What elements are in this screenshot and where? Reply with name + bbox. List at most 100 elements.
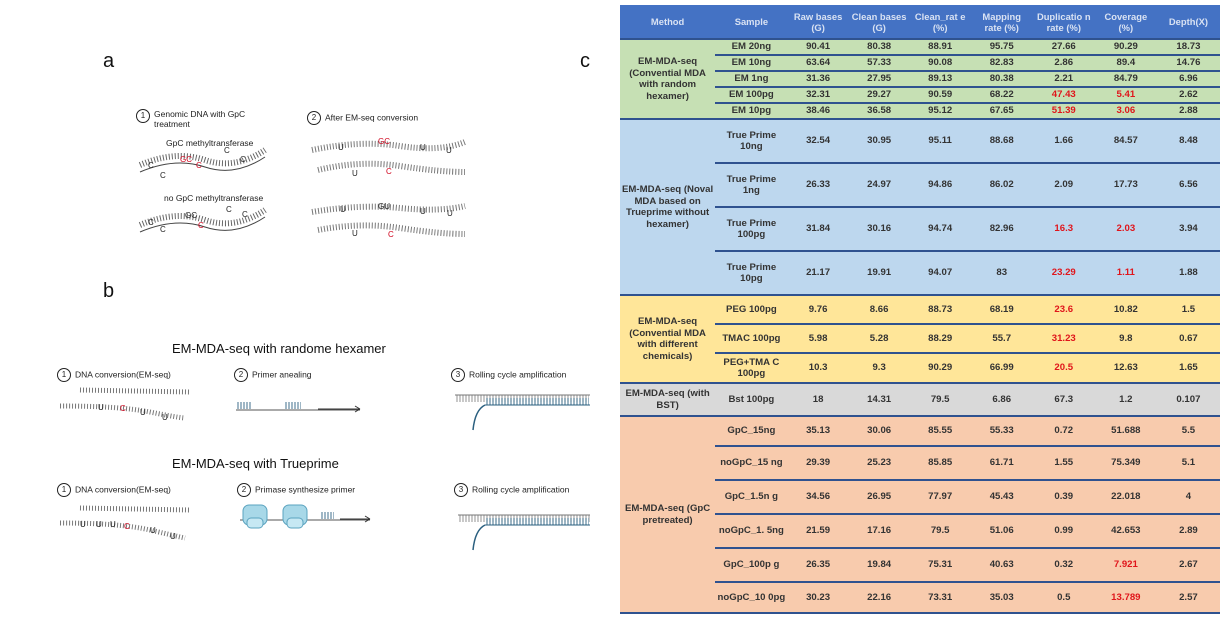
value-cell: 29.27 xyxy=(848,87,910,104)
value-cell: 3.94 xyxy=(1156,207,1220,252)
value-cell: 88.29 xyxy=(909,324,971,354)
dna-gpc-strand: C C GC C C C xyxy=(138,146,267,180)
dna-converted-nogpc: U GU U U U C xyxy=(311,202,466,239)
step-number: 1 xyxy=(57,483,71,497)
header-method: Method xyxy=(620,5,716,40)
sample-cell: True Prime 1ng xyxy=(715,163,788,208)
table-row: EM 10pg 38.46 36.58 95.12 67.65 51.39 3.06 2.88 xyxy=(620,103,1220,120)
table-row: noGpC_15 ng 29.39 25.23 85.85 61.71 1.55 75.34… xyxy=(620,446,1220,481)
panel-b-label: b xyxy=(103,280,115,302)
value-cell: 94.86 xyxy=(909,163,971,208)
svg-text:C: C xyxy=(120,404,126,413)
value-cell: 75.31 xyxy=(909,548,971,583)
value-cell: 21.17 xyxy=(787,251,849,296)
step-label: DNA conversion(EM-seq) xyxy=(75,369,171,380)
value-cell: 42.653 xyxy=(1094,514,1157,549)
value-cell: 82.83 xyxy=(970,55,1033,72)
b2-conversion-strand: U U U C U U xyxy=(59,505,191,541)
value-cell: 66.99 xyxy=(970,353,1033,384)
value-cell: 1.5 xyxy=(1156,295,1220,325)
value-cell: 0.32 xyxy=(1032,548,1095,583)
table-row: True Prime 10pg 21.17 19.91 94.07 83 23.29 1.1… xyxy=(620,251,1220,296)
step-number: 1 xyxy=(136,109,150,123)
value-cell: 6.96 xyxy=(1156,71,1220,88)
value-cell: 68.22 xyxy=(970,87,1033,104)
panel-a-step1-title: 1 Genomic DNA with GpC treatment xyxy=(136,109,249,129)
value-cell: 2.57 xyxy=(1156,582,1220,614)
panel-b1-step2: 2 Primer anealing xyxy=(234,368,312,382)
value-cell: 1.2 xyxy=(1094,383,1157,417)
value-cell: 27.95 xyxy=(848,71,910,88)
value-cell: 90.29 xyxy=(909,353,971,384)
table-row: EM 10ng 63.64 57.33 90.08 82.83 2.86 89.4 14.76 xyxy=(620,55,1220,72)
b1-rolling-circle xyxy=(455,394,590,431)
value-cell: 0.39 xyxy=(1032,480,1095,515)
value-cell: 31.84 xyxy=(787,207,849,252)
value-cell: 77.97 xyxy=(909,480,971,515)
panel-b1-step1: 1 DNA conversion(EM-seq) xyxy=(57,368,171,382)
value-cell: 95.11 xyxy=(909,119,971,164)
value-cell: 21.59 xyxy=(787,514,849,549)
dna-nogpc-strand: C C GC C C C xyxy=(138,205,267,234)
value-cell: 89.4 xyxy=(1094,55,1157,72)
value-cell: 86.02 xyxy=(970,163,1033,208)
value-cell: 27.66 xyxy=(1032,39,1095,56)
value-cell: 68.19 xyxy=(970,295,1033,325)
value-cell: 63.64 xyxy=(787,55,849,72)
svg-text:GC: GC xyxy=(180,155,192,164)
panel-a-label: a xyxy=(103,50,115,72)
sample-cell: PEG+TMA C 100pg xyxy=(715,353,788,384)
value-cell: 16.3 xyxy=(1032,207,1095,252)
svg-text:U: U xyxy=(420,143,426,152)
table-row: noGpC_1. 5ng 21.59 17.16 79.5 51.06 0.99 42.65… xyxy=(620,514,1220,549)
sample-cell: PEG 100pg xyxy=(715,295,788,325)
value-cell: 88.73 xyxy=(909,295,971,325)
value-cell: 30.95 xyxy=(848,119,910,164)
svg-text:U: U xyxy=(80,520,86,529)
sample-cell: GpC_15ng xyxy=(715,416,788,447)
value-cell: 73.31 xyxy=(909,582,971,614)
value-cell: 8.48 xyxy=(1156,119,1220,164)
step-number: 2 xyxy=(237,483,251,497)
svg-text:C: C xyxy=(240,155,246,164)
value-cell: 0.72 xyxy=(1032,416,1095,447)
value-cell: 88.68 xyxy=(970,119,1033,164)
svg-text:U: U xyxy=(170,532,176,541)
sample-cell: True Prime 100pg xyxy=(715,207,788,252)
value-cell: 35.03 xyxy=(970,582,1033,614)
sample-cell: GpC_100p g xyxy=(715,548,788,583)
value-cell: 13.789 xyxy=(1094,582,1157,614)
sample-cell: EM 10pg xyxy=(715,103,788,120)
table-row: EM 100pg 32.31 29.27 90.59 68.22 47.43 5.41 2.6… xyxy=(620,87,1220,104)
value-cell: 17.16 xyxy=(848,514,910,549)
value-cell: 67.3 xyxy=(1032,383,1095,417)
value-cell: 95.75 xyxy=(970,39,1033,56)
sample-cell: noGpC_10 0pg xyxy=(715,582,788,614)
value-cell: 2.21 xyxy=(1032,71,1095,88)
value-cell: 17.73 xyxy=(1094,163,1157,208)
value-cell: 1.11 xyxy=(1094,251,1157,296)
sample-cell: EM 1ng xyxy=(715,71,788,88)
header-mapping-rate: Mapping rate (%) xyxy=(970,5,1033,40)
value-cell: 7.921 xyxy=(1094,548,1157,583)
results-table: Method Sample Raw bases (G) Clean bases … xyxy=(620,5,1220,614)
value-cell: 45.43 xyxy=(970,480,1033,515)
method-cell: EM-MDA-seq (Convential MDA with differen… xyxy=(620,295,716,384)
header-duplication-rate: Duplicatio n rate (%) xyxy=(1032,5,1095,40)
table-row: True Prime 100pg 31.84 30.16 94.74 82.96 16.3… xyxy=(620,207,1220,252)
value-cell: 29.39 xyxy=(787,446,849,481)
value-cell: 83 xyxy=(970,251,1033,296)
sample-cell: Bst 100pg xyxy=(715,383,788,417)
value-cell: 12.63 xyxy=(1094,353,1157,384)
sample-cell: EM 20ng xyxy=(715,39,788,56)
panel-b1-step3: 3 Rolling cycle amplification xyxy=(451,368,566,382)
value-cell: 2.86 xyxy=(1032,55,1095,72)
value-cell: 34.56 xyxy=(787,480,849,515)
table-row: noGpC_10 0pg 30.23 22.16 73.31 35.03 0.5 13.78… xyxy=(620,582,1220,614)
value-cell: 5.98 xyxy=(787,324,849,354)
value-cell: 9.3 xyxy=(848,353,910,384)
value-cell: 5.1 xyxy=(1156,446,1220,481)
step-label: Rolling cycle amplification xyxy=(472,484,570,495)
panel-a-gpc-label: GpC methyltransferase xyxy=(166,138,254,148)
sample-cell: GpC_1.5n g xyxy=(715,480,788,515)
